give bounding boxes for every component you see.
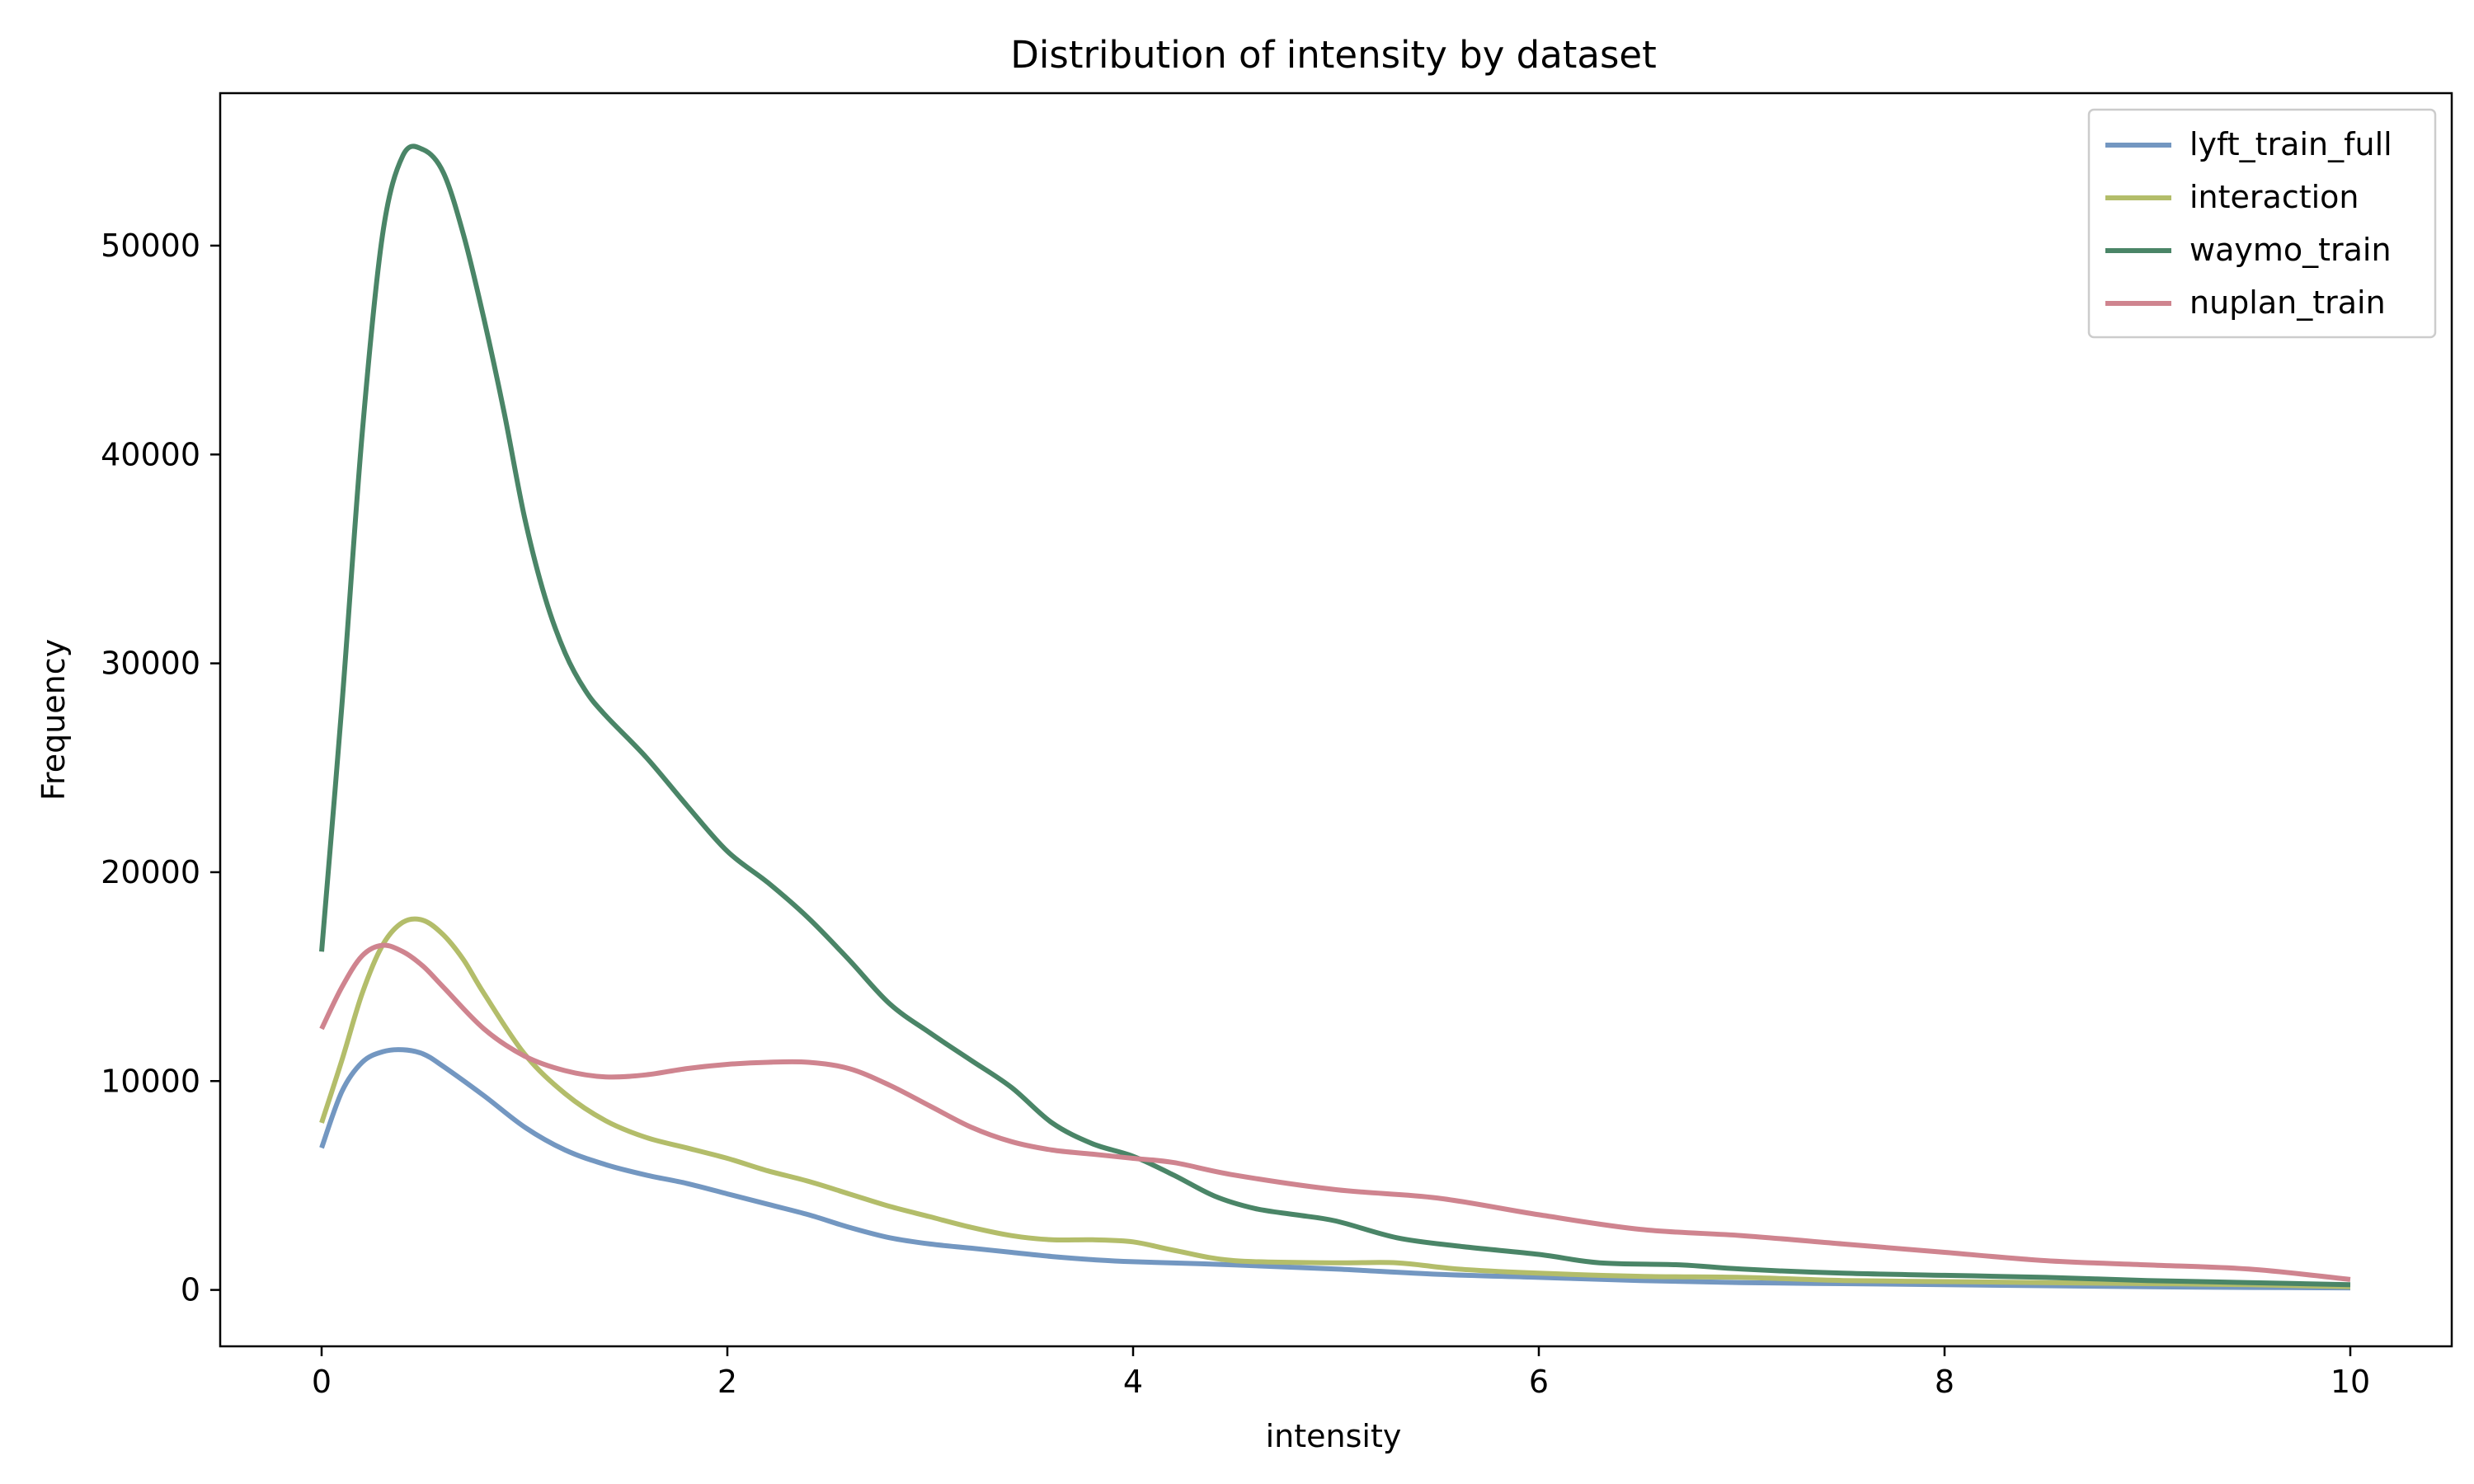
- y-tick-label: 10000: [101, 1063, 200, 1099]
- x-axis: 0 2 4 6 8 10: [312, 1346, 2370, 1400]
- y-tick-label: 40000: [101, 436, 200, 472]
- legend-label-lyft-train-full: lyft_train_full: [2189, 126, 2392, 162]
- legend: lyft_train_full interaction waymo_trainnup…: [2087, 108, 2437, 339]
- plot-area: [319, 143, 2351, 1291]
- x-tick-label: 6: [1529, 1364, 1549, 1400]
- chart-title: Distribution of intensity by dataset: [1010, 33, 1657, 77]
- legend-label-interaction: interaction: [2189, 179, 2359, 215]
- y-tick-label: 50000: [101, 228, 200, 264]
- series-line-nuplan-train: [319, 942, 2351, 1282]
- y-tick-label: 30000: [101, 646, 200, 682]
- y-tick-label: 20000: [101, 854, 200, 890]
- plot-frame: [219, 92, 2453, 1348]
- legend-label-nuplan-train: nuplan_train: [2189, 284, 2386, 321]
- legend-label-waymo-train: waymo_train: [2189, 232, 2392, 268]
- y-axis: 0 10000 20000 30000 40000 50000: [101, 228, 220, 1308]
- series-line-interaction: [319, 916, 2351, 1289]
- x-tick-label: 4: [1123, 1364, 1143, 1400]
- series-line-waymo-train: [319, 143, 2351, 1288]
- x-axis-label: intensity: [1266, 1418, 1402, 1454]
- y-axis-label: Frequency: [35, 639, 72, 801]
- x-tick-label: 8: [1935, 1364, 1954, 1400]
- y-tick-label: 0: [181, 1272, 200, 1308]
- series-line-lyft-train-full: [319, 1047, 2351, 1291]
- legend-box: [2087, 108, 2437, 339]
- x-tick-label: 10: [2331, 1364, 2370, 1400]
- x-tick-label: 0: [312, 1364, 332, 1400]
- x-tick-label: 2: [717, 1364, 737, 1400]
